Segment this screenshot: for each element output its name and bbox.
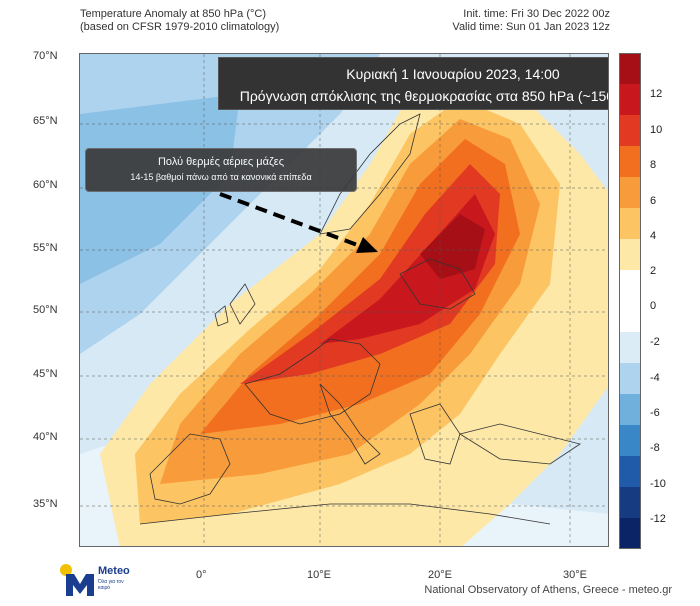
map-canvas <box>80 54 608 546</box>
lon-label-20e: 20°E <box>428 569 452 581</box>
lat-label-60: 60°N <box>33 179 58 191</box>
logo-name: Meteo <box>98 565 130 577</box>
colorbar-segment <box>619 53 641 85</box>
colorbar-label-0: 0 <box>650 300 657 312</box>
title-box: Κυριακή 1 Ιανουαρίου 2023, 14:00 Πρόγνωσ… <box>218 57 608 110</box>
footer-credit: National Observatory of Athens, Greece -… <box>424 584 672 596</box>
lat-label-70: 70°N <box>33 50 58 62</box>
arrow-warm-air <box>219 192 378 253</box>
anomaly-band-10-12 <box>240 164 500 384</box>
colorbar-segment <box>619 456 641 488</box>
lat-label-55: 55°N <box>33 242 58 254</box>
colorbar-label-neg10: -10 <box>650 478 666 490</box>
colorbar-segment <box>619 301 641 333</box>
annotation-title: Πολύ θερμές αέριες μάζες <box>157 156 285 168</box>
colorbar-segment <box>619 177 641 209</box>
coastlines <box>139 113 581 525</box>
colorbar-segment <box>619 394 641 426</box>
annotation-box: Πολύ θερμές αέριες μάζες 14-15 βαθμοί πά… <box>85 148 357 192</box>
logo-tagline: Όλα για τον καιρό <box>98 579 124 591</box>
annotation-subtitle: 14-15 βαθμοί πάνω από τα κανονικά επίπεδ… <box>130 172 312 182</box>
colorbar-segment <box>619 363 641 395</box>
ireland-coast <box>214 305 229 327</box>
lat-label-40: 40°N <box>33 431 58 443</box>
anomaly-map: Κυριακή 1 Ιανουαρίου 2023, 14:00 Πρόγνωσ… <box>79 53 609 547</box>
valid-time: Valid time: Sun 01 Jan 2023 12z <box>452 21 610 33</box>
colorbar-segment <box>619 146 641 178</box>
lat-label-45: 45°N <box>33 368 58 380</box>
italy-coast <box>319 383 381 465</box>
meteo-logo-icon <box>60 564 94 596</box>
lat-label-50: 50°N <box>33 304 58 316</box>
colorbar-segment <box>619 487 641 519</box>
north-africa-coast <box>139 503 551 525</box>
colorbar-label-neg8: -8 <box>650 442 660 454</box>
lon-label-30e: 30°E <box>563 569 587 581</box>
colorbar-label-12: 12 <box>650 88 663 100</box>
colorbar-label-neg2: -2 <box>650 336 660 348</box>
colorbar-segment <box>619 239 641 271</box>
title-description: Πρόγνωση απόκλισης της θερμοκρασίας στα … <box>239 88 608 104</box>
colorbar <box>619 53 641 549</box>
anomaly-peak <box>420 214 485 279</box>
colorbar-label-neg4: -4 <box>650 372 660 384</box>
lat-label-35: 35°N <box>33 498 58 510</box>
colorbar-label-neg12: -12 <box>650 513 666 525</box>
colorbar-segment <box>619 270 641 302</box>
balkans-coast <box>409 403 461 465</box>
colorbar-border <box>619 53 641 549</box>
colorbar-label-4: 4 <box>650 230 657 242</box>
colorbar-segment <box>619 332 641 364</box>
title-date: Κυριακή 1 Ιανουαρίου 2023, 14:00 <box>346 66 560 82</box>
colorbar-label-10: 10 <box>650 124 663 136</box>
france-coast <box>244 338 381 425</box>
header-title: Temperature Anomaly at 850 hPa (°C) <box>80 8 266 20</box>
lon-label-0: 0° <box>196 569 207 581</box>
init-time: Init. time: Fri 30 Dec 2022 00z <box>463 8 610 20</box>
lon-label-10e: 10°E <box>307 569 331 581</box>
header-left: Temperature Anomaly at 850 hPa (°C) (bas… <box>80 8 279 34</box>
colorbar-label-8: 8 <box>650 159 657 171</box>
colorbar-label-2: 2 <box>650 265 657 277</box>
baltic-coast <box>399 258 476 310</box>
lat-label-65: 65°N <box>33 115 58 127</box>
header-subtitle: (based on CFSR 1979-2010 climatology) <box>80 21 280 33</box>
britain-coast <box>229 283 256 325</box>
black-sea-coast <box>458 423 581 465</box>
colorbar-segment <box>619 425 641 457</box>
iberia-coast <box>149 433 231 505</box>
colorbar-segment <box>619 84 641 116</box>
header-right: Init. time: Fri 30 Dec 2022 00z Valid ti… <box>452 8 610 34</box>
colorbar-label-6: 6 <box>650 195 657 207</box>
colorbar-label-neg6: -6 <box>650 407 660 419</box>
colorbar-segment <box>619 518 641 549</box>
colorbar-segment <box>619 115 641 147</box>
colorbar-segment <box>619 208 641 240</box>
